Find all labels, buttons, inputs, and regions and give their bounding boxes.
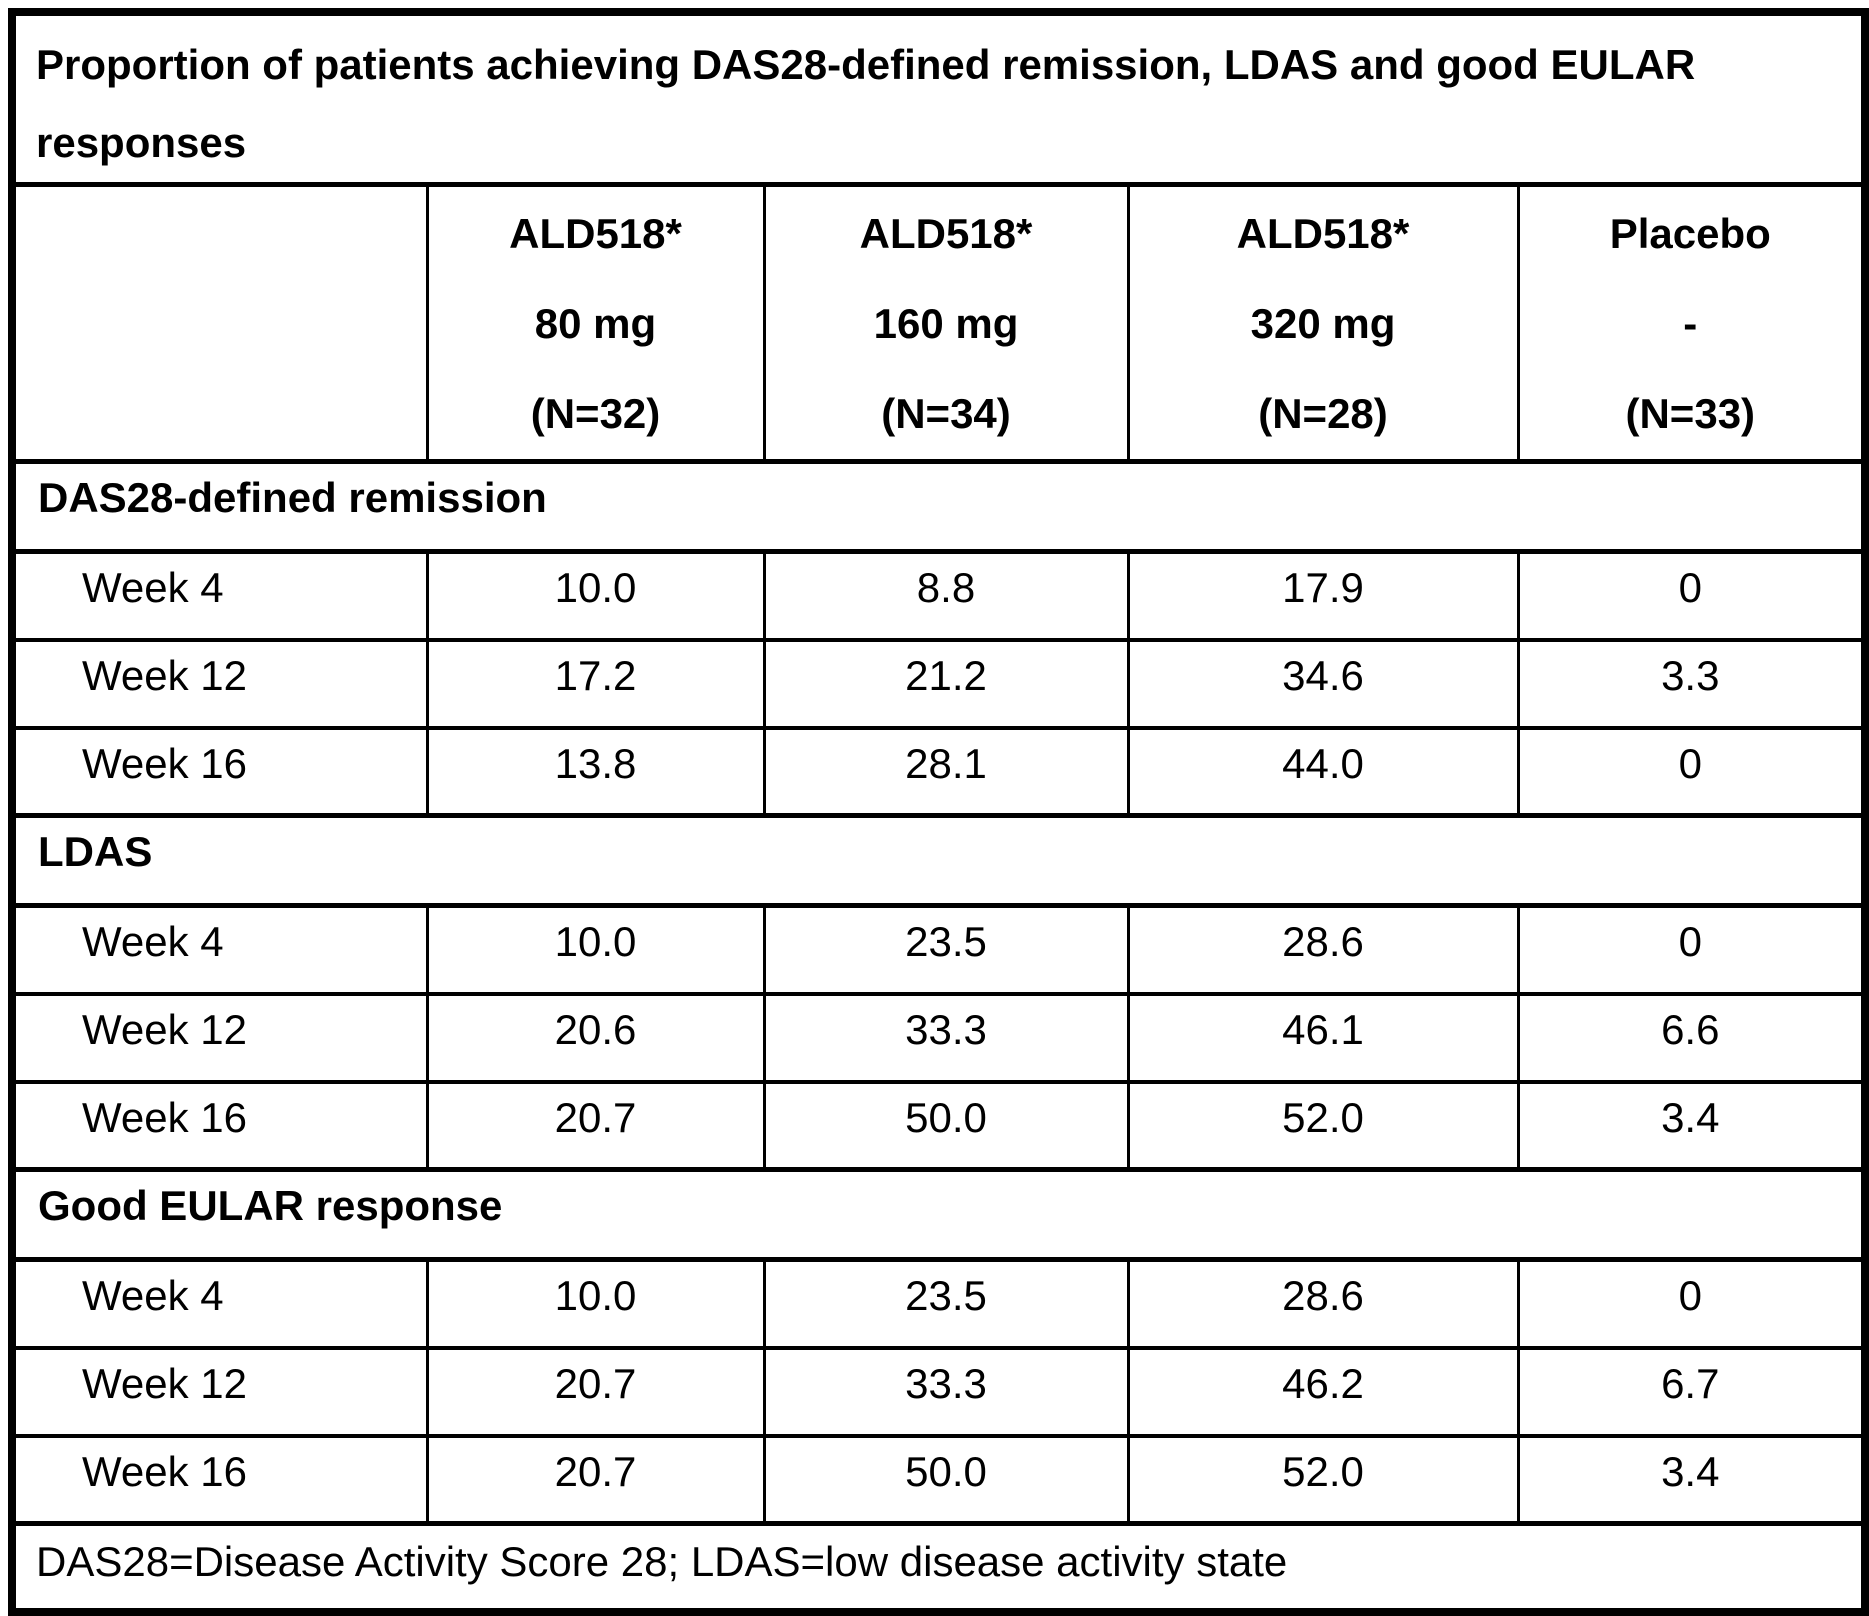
column-header-line: (N=32) xyxy=(530,390,661,437)
footnote: DAS28=Disease Activity Score 28; LDAS=lo… xyxy=(10,1521,1867,1613)
value-cell: 50.0 xyxy=(762,1433,1130,1525)
table-row-das28-week12: Week 12 17.2 21.2 34.6 3.3 xyxy=(10,637,1867,729)
value-cell: 28.6 xyxy=(1126,1257,1520,1349)
column-header-line: (N=33) xyxy=(1625,390,1756,437)
table-row-ldas-week12: Week 12 20.6 33.3 46.1 6.6 xyxy=(10,991,1867,1083)
row-label: Week 16 xyxy=(10,1433,429,1525)
value-cell: 0 xyxy=(1516,549,1867,641)
value-cell: 8.8 xyxy=(762,549,1130,641)
row-label: Week 4 xyxy=(10,903,429,995)
section-header-eular: Good EULAR response xyxy=(10,1167,1867,1262)
value-cell: 34.6 xyxy=(1126,637,1520,729)
table-row-ldas-week16: Week 16 20.7 50.0 52.0 3.4 xyxy=(10,1079,1867,1171)
table-row-ldas-week4: Week 4 10.0 23.5 28.6 0 xyxy=(10,903,1867,995)
value-cell: 3.4 xyxy=(1516,1433,1867,1525)
column-header-line: (N=28) xyxy=(1258,390,1388,437)
value-cell: 0 xyxy=(1516,903,1867,995)
value-cell: 3.4 xyxy=(1516,1079,1867,1171)
empty-corner-cell xyxy=(10,183,429,463)
row-label: Week 16 xyxy=(10,1079,429,1171)
value-cell: 3.3 xyxy=(1516,637,1867,729)
value-cell: 44.0 xyxy=(1126,725,1520,817)
section-header-ldas: LDAS xyxy=(10,813,1867,908)
column-header-line: ALD518* xyxy=(509,210,682,257)
column-header-ald518-160mg: ALD518* 160 mg (N=34) xyxy=(762,183,1130,463)
column-header-line: Placebo xyxy=(1609,210,1771,257)
value-cell: 6.6 xyxy=(1516,991,1867,1083)
table-row-eular-week4: Week 4 10.0 23.5 28.6 0 xyxy=(10,1257,1867,1349)
column-header-line: 80 mg xyxy=(534,300,657,347)
value-cell: 20.7 xyxy=(425,1345,766,1437)
value-cell: 23.5 xyxy=(762,903,1130,995)
value-cell: 10.0 xyxy=(425,1257,766,1349)
section-header-row-eular: Good EULAR response xyxy=(10,1167,1867,1262)
column-header-line: (N=34) xyxy=(881,390,1011,437)
value-cell: 28.1 xyxy=(762,725,1130,817)
column-header-line: ALD518* xyxy=(1236,210,1410,257)
value-cell: 10.0 xyxy=(425,549,766,641)
column-header-line: ALD518* xyxy=(859,210,1033,257)
value-cell: 10.0 xyxy=(425,903,766,995)
table-row-eular-week16: Week 16 20.7 50.0 52.0 3.4 xyxy=(10,1433,1867,1525)
value-cell: 0 xyxy=(1516,725,1867,817)
row-label: Week 12 xyxy=(10,991,429,1083)
value-cell: 28.6 xyxy=(1126,903,1520,995)
table-title-row: Proportion of patients achieving DAS28-d… xyxy=(10,10,1867,187)
column-header-line: 160 mg xyxy=(873,300,1019,347)
column-header-line: 320 mg xyxy=(1250,300,1396,347)
value-cell: 17.2 xyxy=(425,637,766,729)
row-label: Week 4 xyxy=(10,549,429,641)
table-row-eular-week12: Week 12 20.7 33.3 46.2 6.7 xyxy=(10,1345,1867,1437)
row-label: Week 4 xyxy=(10,1257,429,1349)
value-cell: 50.0 xyxy=(762,1079,1130,1171)
section-header-das28: DAS28-defined remission xyxy=(10,459,1867,554)
row-label: Week 12 xyxy=(10,637,429,729)
value-cell: 52.0 xyxy=(1126,1433,1520,1525)
clinical-results-table: Proportion of patients achieving DAS28-d… xyxy=(8,8,1869,1616)
value-cell: 13.8 xyxy=(425,725,766,817)
column-header-ald518-80mg: ALD518* 80 mg (N=32) xyxy=(425,183,766,463)
value-cell: 6.7 xyxy=(1516,1345,1867,1437)
value-cell: 20.7 xyxy=(425,1079,766,1171)
column-header-ald518-320mg: ALD518* 320 mg (N=28) xyxy=(1126,183,1520,463)
value-cell: 46.2 xyxy=(1126,1345,1520,1437)
value-cell: 46.1 xyxy=(1126,991,1520,1083)
section-header-row-ldas: LDAS xyxy=(10,813,1867,908)
section-header-row-das28: DAS28-defined remission xyxy=(10,459,1867,554)
column-header-line: - xyxy=(1683,300,1698,347)
table-row-das28-week4: Week 4 10.0 8.8 17.9 0 xyxy=(10,549,1867,641)
column-header-placebo: Placebo - (N=33) xyxy=(1516,183,1867,463)
value-cell: 21.2 xyxy=(762,637,1130,729)
row-label: Week 16 xyxy=(10,725,429,817)
value-cell: 17.9 xyxy=(1126,549,1520,641)
value-cell: 23.5 xyxy=(762,1257,1130,1349)
value-cell: 33.3 xyxy=(762,1345,1130,1437)
value-cell: 52.0 xyxy=(1126,1079,1520,1171)
value-cell: 0 xyxy=(1516,1257,1867,1349)
value-cell: 20.6 xyxy=(425,991,766,1083)
table-row-das28-week16: Week 16 13.8 28.1 44.0 0 xyxy=(10,725,1867,817)
footnote-row: DAS28=Disease Activity Score 28; LDAS=lo… xyxy=(10,1521,1867,1613)
value-cell: 20.7 xyxy=(425,1433,766,1525)
row-label: Week 12 xyxy=(10,1345,429,1437)
table-title: Proportion of patients achieving DAS28-d… xyxy=(10,10,1867,187)
value-cell: 33.3 xyxy=(762,991,1130,1083)
column-header-row: ALD518* 80 mg (N=32) ALD518* 160 mg (N=3… xyxy=(10,183,1867,463)
